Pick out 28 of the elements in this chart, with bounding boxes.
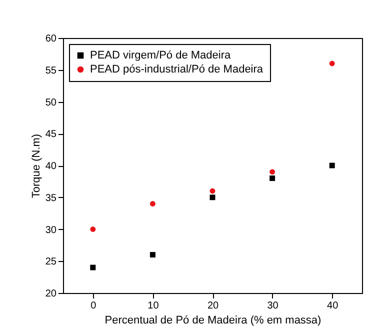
point [329,60,335,66]
y-tick-label: 50 [45,97,57,108]
x-tick-label: 0 [90,300,97,312]
legend-label: PEAD pós-industrial/Pó de Madeira [90,64,264,76]
y-tick-label: 30 [45,224,57,236]
point [150,201,156,206]
y-tick-label: 35 [45,192,57,204]
legend-label: PEAD virgem/Pó de Madeira [90,50,232,62]
point [90,226,96,232]
point [210,194,216,200]
x-tick-label: 30 [267,300,279,312]
y-tick-label: 25 [45,256,57,268]
y-axis-title: Torque (N.m) [30,134,42,198]
point [329,162,335,168]
x-axis-title: Percentual de Pó de Madeira (% em massa) [104,314,322,326]
y-tick-label: 55 [45,65,57,76]
y-tick-label: 45 [45,129,57,140]
y-tick-label: 40 [45,161,57,172]
x-tick-label: 40 [327,300,339,312]
point [210,188,216,194]
y-tick-label: 20 [45,288,57,300]
point [270,176,276,181]
y-tick-label: 60 [45,34,57,44]
point [150,252,156,258]
point [270,169,276,175]
x-tick-label: 10 [148,300,160,312]
x-tick-label: 20 [207,300,219,312]
point [90,264,96,270]
